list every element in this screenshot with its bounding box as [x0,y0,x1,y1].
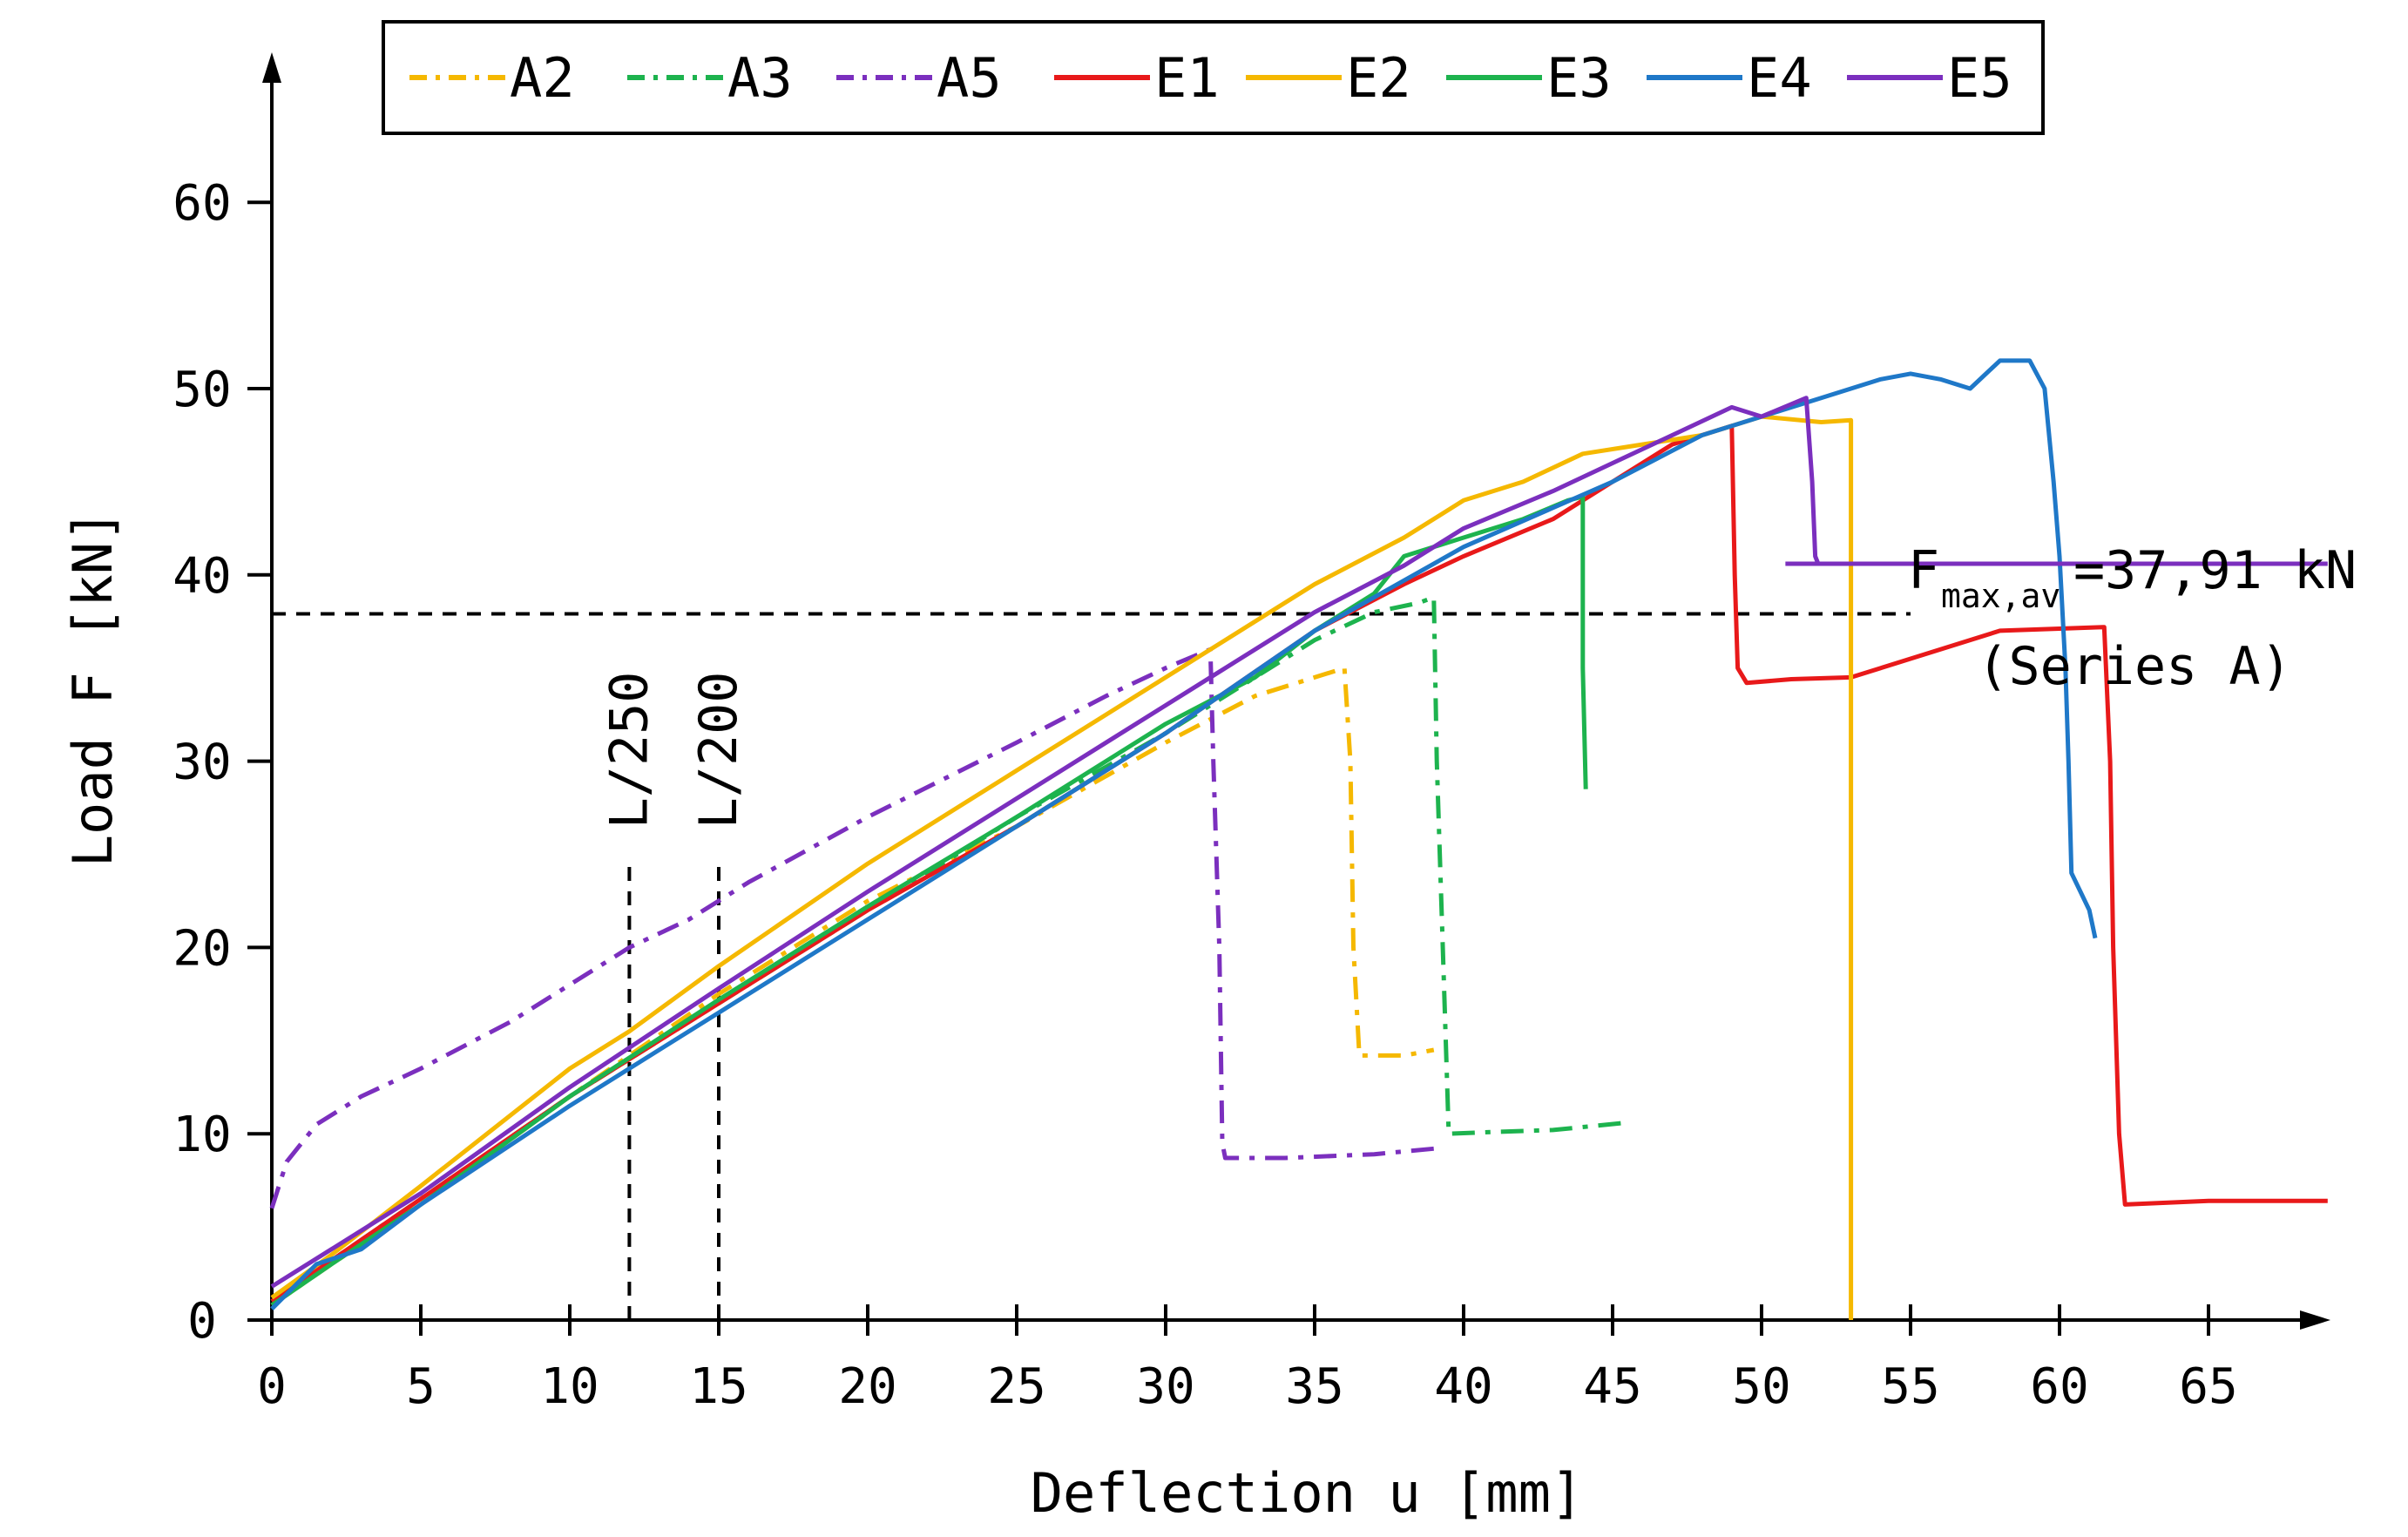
y-tick-label: 60 [172,175,231,232]
x-tick-label: 60 [2030,1358,2088,1415]
y-tick-label: 10 [172,1107,231,1163]
y-axis-arrow [262,52,281,83]
legend-label-e1: E1 [1154,46,1220,110]
x-tick-label: 5 [406,1358,436,1415]
x-tick-label: 55 [1881,1358,1939,1415]
x-tick-label: 20 [838,1358,896,1415]
x-tick-label: 30 [1136,1358,1194,1415]
series-line-e3 [270,494,1588,1307]
x-tick-label: 15 [689,1358,747,1415]
reference-line-label: L/200 [688,672,749,829]
series-layer [269,358,2328,1320]
x-tick-label: 45 [1583,1358,1641,1415]
x-tick-label: 25 [987,1358,1045,1415]
legend-label-e2: E2 [1346,46,1411,110]
reference-lines: L/250 L/200 [272,612,1911,1320]
series-line-e4 [270,358,2098,1310]
reference-line-label: L/250 [599,672,659,829]
legend-label-a2: A2 [510,46,575,110]
ticks: 0 5 10 15 20 25 30 35 40 45 50 55 60 65 0 10 20 30 40 50 60 [172,175,2237,1415]
legend-label-a3: A3 [727,46,793,110]
y-tick-label: 50 [172,362,231,418]
average-label-subscript: max,av [1941,577,2060,615]
x-tick-label: 0 [257,1358,287,1415]
legend-label-e5: E5 [1947,46,2012,110]
legend-label-e3: E3 [1546,46,1612,110]
legend-label-a5: A5 [937,46,1002,110]
series-line-a5 [269,647,1435,1209]
x-tick-label: 35 [1285,1358,1343,1415]
legend-box [382,20,2045,135]
series-line-a3 [270,595,1628,1303]
y-tick-label: 0 [187,1293,217,1350]
y-tick-label: 40 [172,548,231,605]
series-line-a2 [270,666,1435,1307]
x-tick-label: 65 [2179,1358,2237,1415]
x-tick-label: 40 [1434,1358,1492,1415]
x-tick-label: 50 [1732,1358,1790,1415]
y-tick-label: 20 [172,920,231,977]
legend-label-e4: E4 [1747,46,1812,110]
legend: A2 A3 A5 E1 E2 E3 E4 E5 [382,20,2045,135]
x-tick-label: 10 [540,1358,599,1415]
x-axis-arrow [2300,1310,2330,1330]
series-line-e2 [270,414,1854,1320]
y-tick-label: 30 [172,735,231,791]
series-line-e1 [270,423,2328,1303]
axes: Deflection u [mm] Load F [kN] [61,52,2330,1525]
average-label-symbol: F [1908,540,1939,601]
series-line-e5 [270,396,1821,1289]
average-label-value: =37,91 kN [2073,540,2357,601]
x-axis-title: Deflection u [mm] [1031,1461,1584,1525]
average-label-series: (Series A) [1977,636,2291,697]
y-axis-title: Load F [kN] [61,510,125,868]
